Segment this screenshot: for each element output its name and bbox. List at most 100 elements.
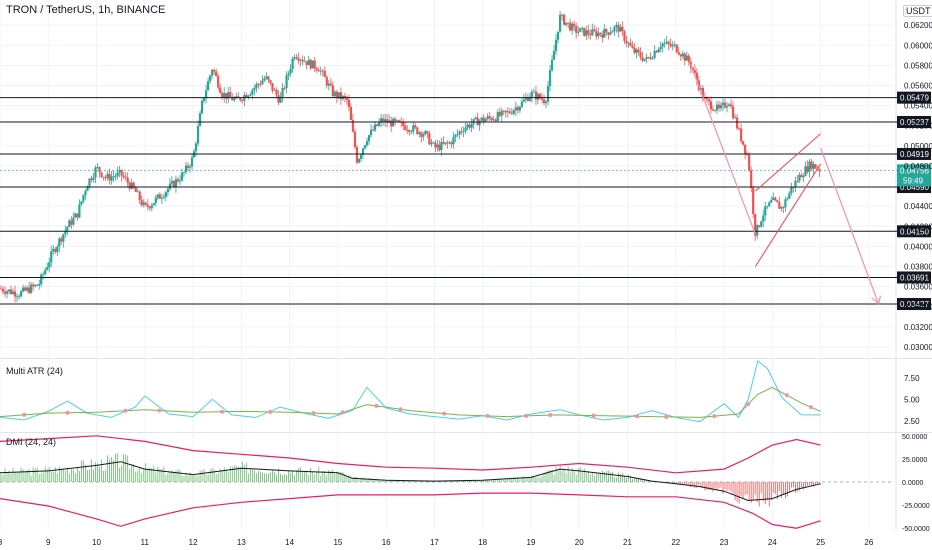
candle-body <box>323 70 326 78</box>
candle-body <box>715 104 719 111</box>
candle-body <box>518 106 521 111</box>
candle-body <box>784 199 787 208</box>
price-axis[interactable]: 0.06200 0.06000 0.05800 0.05600 0.05400 0.052… <box>902 21 932 533</box>
candle-body <box>363 145 367 149</box>
candle-body <box>231 96 234 101</box>
atr-pane[interactable] <box>0 360 821 423</box>
time-tick-label: 9 <box>46 538 51 547</box>
candle-body <box>261 80 264 85</box>
candle-body <box>108 173 111 181</box>
candle-body <box>319 70 322 72</box>
price-tick-label: 0.05000 <box>904 142 932 151</box>
candle-body <box>731 106 735 118</box>
candle-body <box>766 206 769 208</box>
candle-body <box>579 28 582 32</box>
candle-body <box>355 147 359 163</box>
candle-body <box>542 99 546 104</box>
atr-cross-marker <box>442 411 447 416</box>
candle-body <box>239 97 242 101</box>
atr-cross-marker <box>664 414 669 419</box>
candle-body <box>335 91 338 98</box>
dmi-tick-label: 50.0000 <box>902 434 927 441</box>
candle-body <box>249 94 252 96</box>
candle-body <box>796 180 799 182</box>
candle-body <box>102 176 105 178</box>
atr-cross-marker <box>712 414 717 419</box>
level-label: 0.04150 <box>900 227 929 236</box>
candle-body <box>333 91 336 97</box>
level-label: 0.04919 <box>900 150 929 159</box>
dmi-pane[interactable] <box>0 435 893 529</box>
horizontal-levels[interactable]: 0.05479 0.05237 0.04919 0.04590 0.04150 0.036… <box>0 91 931 311</box>
candle-body <box>26 287 29 291</box>
dmi-upper-band <box>0 435 821 474</box>
candle-body <box>343 95 346 98</box>
candle-body <box>774 197 777 201</box>
level-label: 0.03427 <box>900 300 929 309</box>
candle-body <box>788 192 791 199</box>
candle-body <box>150 205 153 209</box>
price-candles[interactable] <box>0 10 821 303</box>
last-price-box <box>897 164 931 187</box>
level-label-box <box>897 225 931 238</box>
time-tick-label: 21 <box>623 538 632 547</box>
candle-body <box>601 34 604 38</box>
candle-body <box>96 166 99 168</box>
candle-body <box>28 287 31 293</box>
projection-arrow-head <box>871 295 882 305</box>
candle-body <box>365 141 369 146</box>
candle-body <box>17 296 21 298</box>
candle-body <box>512 110 515 114</box>
candle-body <box>790 187 793 193</box>
candle-body <box>460 131 463 133</box>
time-tick-label: 25 <box>816 538 825 547</box>
candle-body <box>285 75 288 89</box>
candle-body <box>120 169 123 176</box>
atr-cross-marker <box>340 410 345 415</box>
candle-body <box>269 80 272 84</box>
candle-body <box>428 133 431 145</box>
candle-body <box>30 284 33 293</box>
candle-body <box>94 167 97 178</box>
candle-body <box>345 97 349 100</box>
candle-body <box>673 44 676 46</box>
time-tick-label: 16 <box>382 538 391 547</box>
candle-body <box>7 289 11 292</box>
candle-body <box>458 131 461 135</box>
candle-body <box>621 26 624 32</box>
candle-body <box>406 129 409 131</box>
candle-body <box>273 89 276 91</box>
candle-body <box>556 31 560 40</box>
time-axis[interactable]: 8 9 10 11 12 13 14 15 16 17 18 19 20 21 22 23 24 25 26 <box>0 538 874 547</box>
candle-body <box>617 24 620 32</box>
currency-button[interactable]: USDT <box>903 5 932 17</box>
dmi-pane-title: DMI (24, 24) <box>6 437 57 447</box>
candle-body <box>540 98 544 100</box>
countdown-label: 59:49 <box>903 176 924 185</box>
candle-body <box>514 107 517 111</box>
candle-body <box>508 111 511 113</box>
candle-body <box>524 97 528 100</box>
candle-body <box>56 246 59 252</box>
candle-body <box>546 85 550 102</box>
candle-body <box>392 118 395 127</box>
atr-cross-marker <box>123 408 128 413</box>
trendline-drawings[interactable] <box>689 63 882 305</box>
candle-body <box>84 190 87 195</box>
candle-body <box>180 172 184 181</box>
candle-body <box>420 132 423 137</box>
candle-body <box>321 70 324 72</box>
candle-body <box>567 22 570 24</box>
candle-body <box>100 172 103 177</box>
candle-body <box>711 109 715 111</box>
candle-body <box>257 84 260 85</box>
candle-body <box>772 197 775 201</box>
atr-cross-marker <box>784 393 789 398</box>
candle-body <box>412 125 415 132</box>
channel-lower-line <box>754 163 822 267</box>
candle-body <box>390 120 393 127</box>
atr-cross-marker <box>65 410 70 415</box>
candle-body <box>464 127 467 132</box>
candle-body <box>810 161 813 169</box>
